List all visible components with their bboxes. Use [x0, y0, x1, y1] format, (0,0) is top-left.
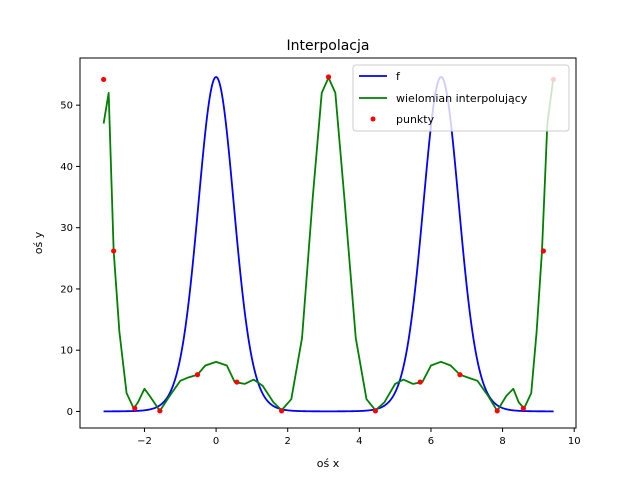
x-tick-label: −2: [137, 436, 152, 447]
x-tick-label: 0: [213, 436, 219, 447]
data-point: [157, 408, 163, 414]
x-tick-label: 6: [428, 436, 434, 447]
legend-box: [352, 64, 570, 132]
chart-title: Interpolacja: [287, 38, 370, 54]
x-tick-label: 8: [499, 436, 505, 447]
y-axis-label: oś y: [32, 231, 45, 254]
x-tick-label: 4: [356, 436, 362, 447]
data-point: [494, 408, 500, 414]
y-tick-label: 30: [60, 223, 73, 234]
series-line-f: [103, 76, 554, 413]
data-point: [540, 248, 547, 254]
x-tick-label: 10: [568, 436, 581, 447]
data-point: [234, 379, 240, 385]
data-point: [132, 405, 138, 411]
plot-area: [79, 57, 577, 429]
data-point: [194, 372, 201, 378]
legend-swatch-points: [370, 116, 376, 122]
series-layer: [101, 74, 557, 414]
data-point: [520, 405, 526, 411]
y-tick-label: 40: [60, 162, 73, 173]
y-tick-label: 10: [60, 346, 73, 357]
legend-label-f: f: [396, 70, 401, 83]
y-tick-label: 0: [67, 407, 73, 418]
y-tick-label: 50: [60, 101, 73, 112]
data-point: [457, 372, 463, 378]
data-point: [372, 408, 379, 414]
x-axis: −2 0 2 4 6 8 10: [137, 428, 581, 447]
y-tick-label: 20: [60, 284, 73, 295]
legend-label-points: punkty: [396, 113, 435, 126]
y-axis: 0 10 20 30 40 50: [60, 101, 80, 418]
data-point: [279, 408, 285, 414]
data-point: [101, 76, 107, 83]
x-axis-label: oś x: [317, 457, 340, 470]
x-tick-label: 2: [285, 436, 291, 447]
legend-label-polynomial: wielomian interpolujący: [396, 92, 528, 105]
axes-frame: [79, 57, 577, 429]
data-point: [111, 248, 117, 254]
legend: f wielomian interpolujący punkty: [352, 64, 570, 132]
data-point: [325, 74, 332, 80]
data-point: [417, 379, 423, 385]
